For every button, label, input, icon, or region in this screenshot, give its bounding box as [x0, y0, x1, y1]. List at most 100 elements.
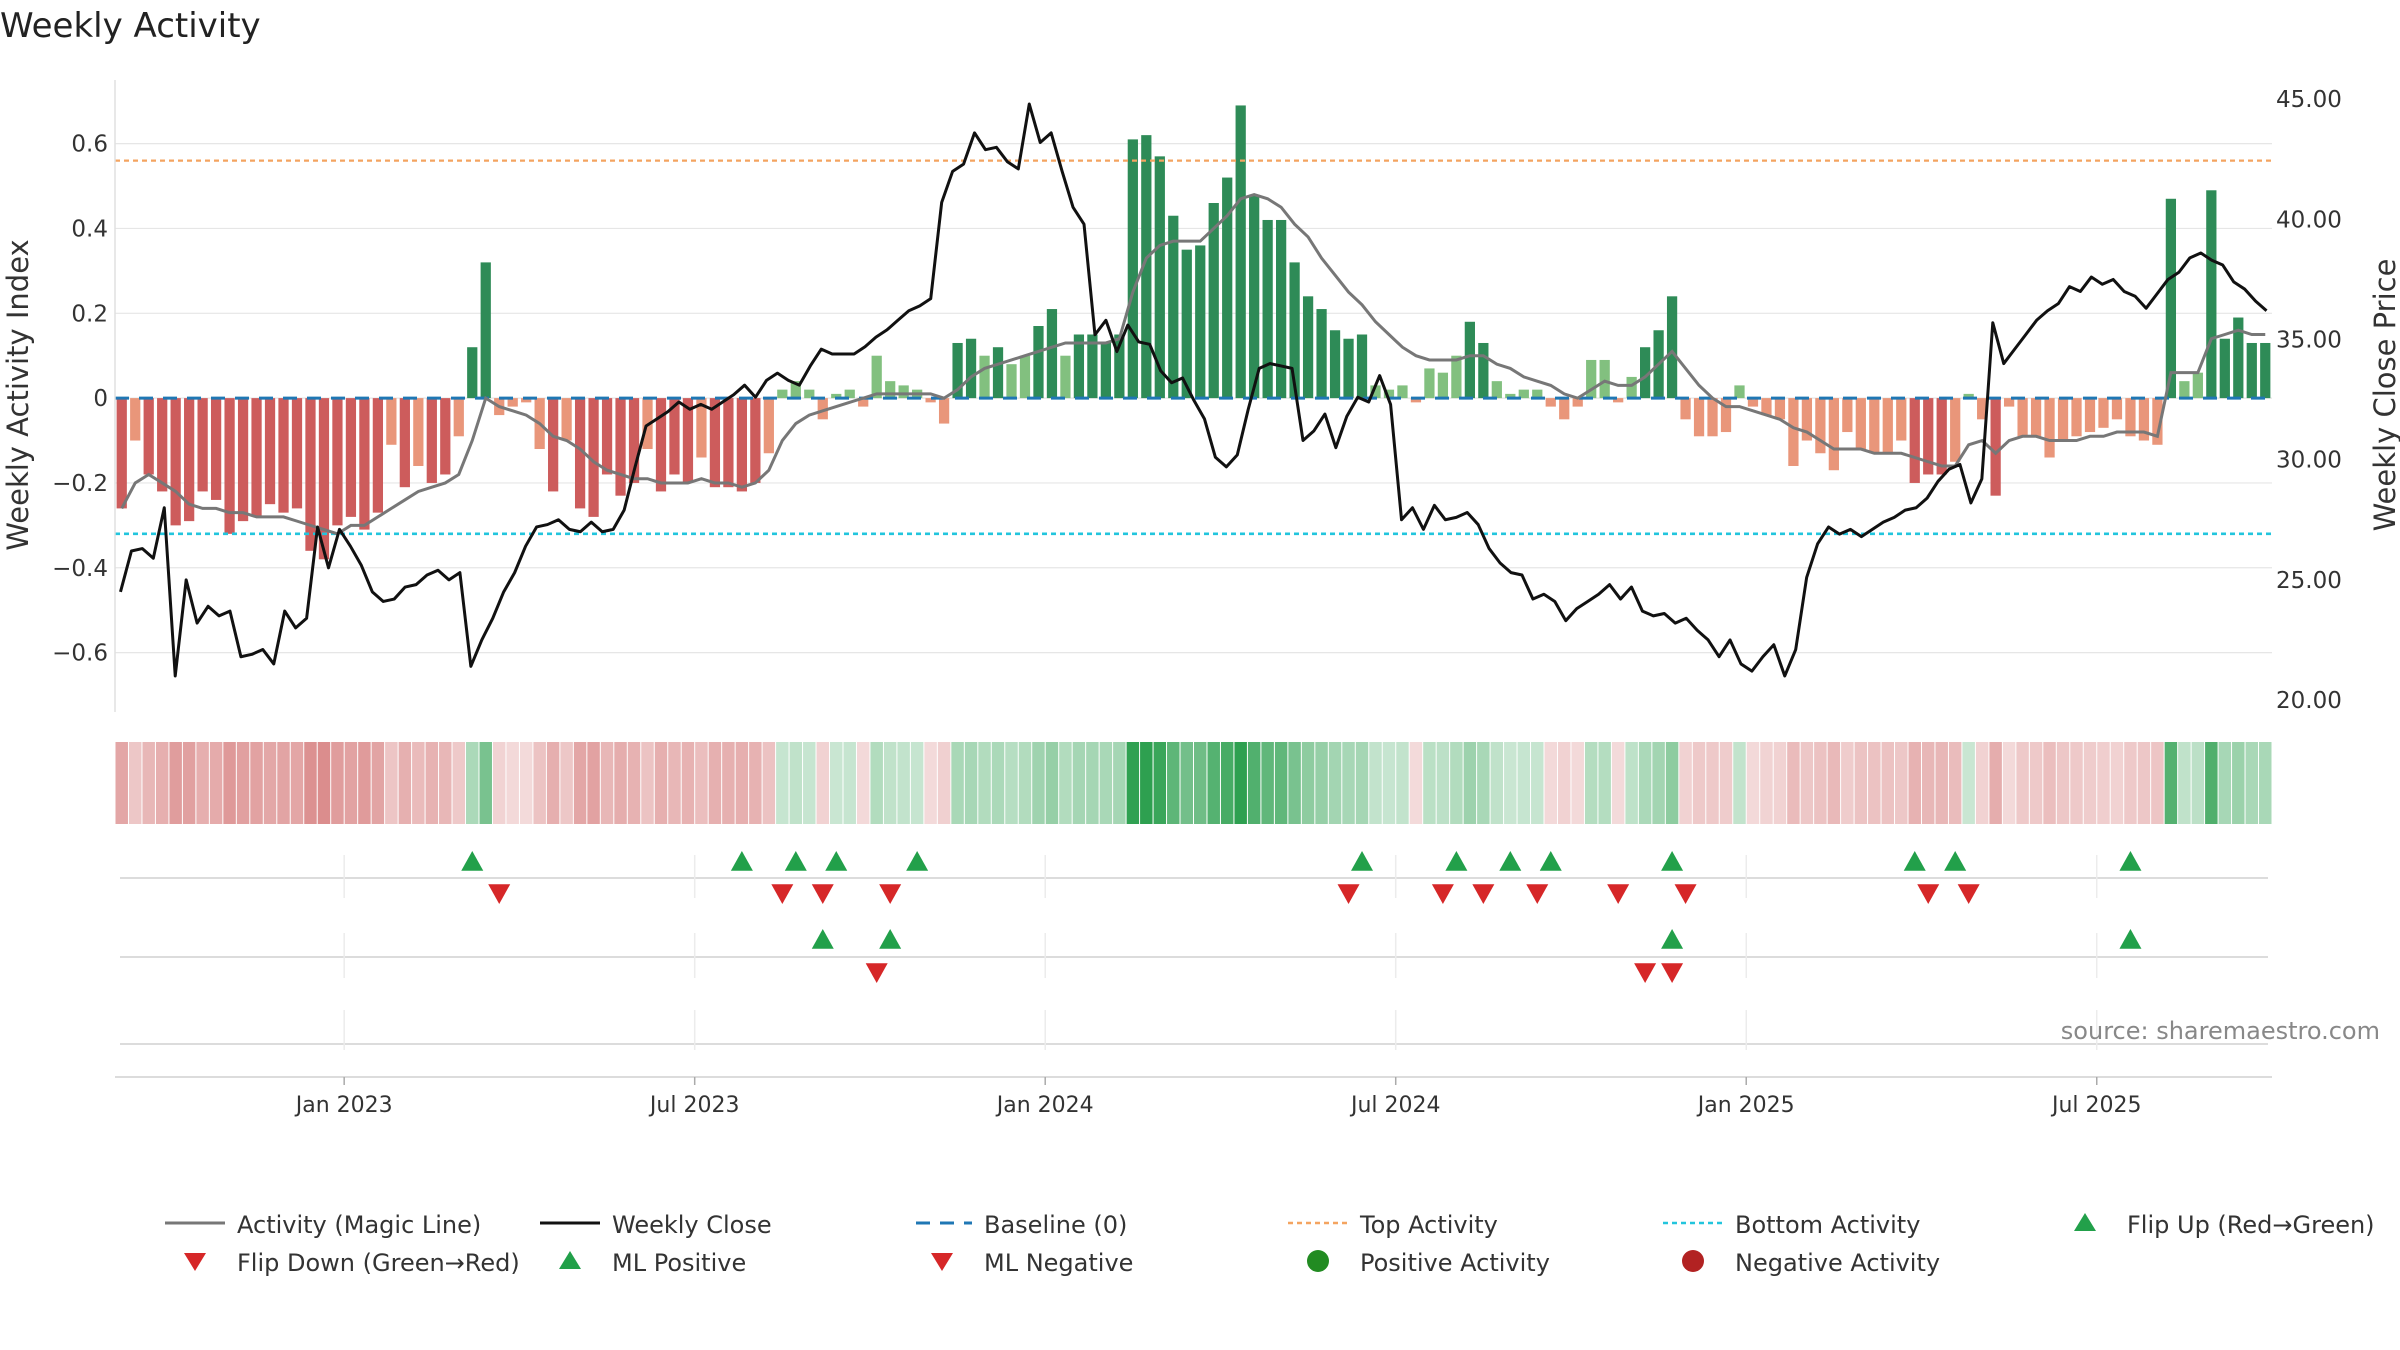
- heat-strip-cell: [1989, 742, 2002, 824]
- heat-strip-cell: [1018, 742, 1032, 824]
- activity-bar: [1977, 398, 1988, 420]
- activity-bar: [1545, 398, 1556, 407]
- activity-bar: [1168, 215, 1179, 399]
- activity-bar: [548, 398, 559, 492]
- heat-strip-cell: [546, 742, 560, 824]
- heat-strip-cell: [762, 742, 776, 824]
- activity-bar: [1195, 245, 1206, 399]
- heat-strip-cell: [344, 742, 358, 824]
- activity-bar: [871, 355, 882, 399]
- heat-strip-cell: [1207, 742, 1220, 824]
- activity-bar: [1235, 105, 1246, 399]
- activity-bar: [2165, 198, 2177, 399]
- activity-bar: [1869, 398, 1880, 454]
- activity-bar: [1639, 347, 1651, 399]
- activity-bar: [1437, 372, 1449, 399]
- heat-strip-cell: [533, 742, 546, 824]
- activity-bar: [1936, 398, 1947, 475]
- activity-bar: [1626, 376, 1637, 399]
- heat-strip-cell: [1099, 742, 1113, 824]
- activity-bar: [965, 338, 977, 399]
- heat-strip-cell: [1490, 742, 1504, 824]
- activity-bar: [952, 342, 963, 399]
- heat-strip-cell: [1504, 742, 1517, 824]
- flip-up-marker: [461, 851, 484, 871]
- activity-bar: [2179, 381, 2190, 399]
- heat-strip-cell: [1113, 742, 1126, 824]
- heat-strip-cell: [1288, 742, 1301, 824]
- legend-swatch: [1682, 1250, 1704, 1272]
- activity-bar: [615, 398, 626, 496]
- activity-bar: [1990, 398, 2001, 496]
- heat-strip-cell: [1921, 742, 1935, 824]
- activity-bar: [804, 389, 815, 399]
- activity-bar: [157, 398, 168, 492]
- activity-bar: [1316, 309, 1327, 399]
- activity-bar: [237, 398, 249, 522]
- x-tick-label: Jul 2024: [1349, 1093, 1441, 1118]
- heat-strip-cell: [1679, 742, 1692, 824]
- heat-strip-cell: [1584, 742, 1598, 824]
- flip-up-marker: [825, 851, 848, 871]
- x-tick-label: Jan 2025: [1696, 1093, 1795, 1118]
- activity-bar: [2192, 372, 2203, 399]
- activity-bar: [1181, 249, 1192, 399]
- heat-strip-cell: [1274, 742, 1288, 824]
- activity-bar: [521, 398, 532, 403]
- activity-bar: [1532, 389, 1543, 399]
- activity-bar: [210, 398, 222, 500]
- activity-bar: [1478, 342, 1489, 399]
- heat-strip-cell: [1692, 742, 1706, 824]
- activity-bar: [682, 398, 694, 483]
- heat-strip-cell: [681, 742, 695, 824]
- heat-strip-cell: [937, 742, 951, 824]
- heat-strip-cell: [1895, 742, 1908, 824]
- heat-strip-cell: [1032, 742, 1045, 824]
- heat-strip-cell: [924, 742, 937, 824]
- heat-strip-cell: [1760, 742, 1773, 824]
- heat-strip-cell: [2124, 742, 2137, 824]
- heat-strip-cell: [1301, 742, 1315, 824]
- heat-strip-cell: [1531, 742, 1544, 824]
- heat-strip-cell: [1423, 742, 1436, 824]
- activity-bar: [1963, 393, 1974, 399]
- activity-bar: [1909, 398, 1920, 483]
- activity-bar: [736, 398, 748, 492]
- activity-bar: [1734, 385, 1745, 399]
- activity-bar: [264, 398, 276, 505]
- activity-bar: [1343, 338, 1354, 399]
- heat-strip-cell: [371, 742, 385, 824]
- activity-bar: [696, 398, 707, 458]
- reference-lines: [115, 159, 2272, 536]
- activity-bar: [992, 347, 1004, 399]
- heat-strip-cell: [1544, 742, 1557, 824]
- heat-strip-cell: [2016, 742, 2029, 824]
- legend-label: ML Positive: [612, 1249, 746, 1277]
- heat-strip-cell: [196, 742, 209, 824]
- heat-strip-cell: [209, 742, 223, 824]
- activity-bar: [1896, 398, 1907, 441]
- activity-bar: [979, 355, 990, 399]
- y2-tick-label: 45.00: [2276, 87, 2342, 113]
- activity-bar: [1154, 156, 1165, 399]
- heat-strip-cell: [1598, 742, 1611, 824]
- activity-bar: [318, 398, 330, 560]
- activity-bar: [1073, 334, 1085, 399]
- activity-bar: [790, 381, 801, 399]
- heat-strip-cell: [735, 742, 749, 824]
- activity-bar: [1019, 355, 1031, 399]
- activity-bar: [1033, 326, 1044, 399]
- heat-strip-cell: [1625, 742, 1638, 824]
- activity-bar: [574, 398, 586, 509]
- activity-bar: [278, 398, 289, 513]
- heat-strip-cell: [452, 742, 466, 824]
- legend-label: Positive Activity: [1360, 1249, 1550, 1277]
- y-tick-label: −0.6: [52, 641, 108, 667]
- heat-strip-cell: [277, 742, 290, 824]
- series-lines: [119, 102, 2268, 678]
- activity-bar: [359, 398, 370, 530]
- activity-bar: [1397, 385, 1408, 399]
- activity-bar: [170, 398, 181, 526]
- activity-bar: [1060, 355, 1071, 399]
- heat-strip-cell: [1773, 742, 1787, 824]
